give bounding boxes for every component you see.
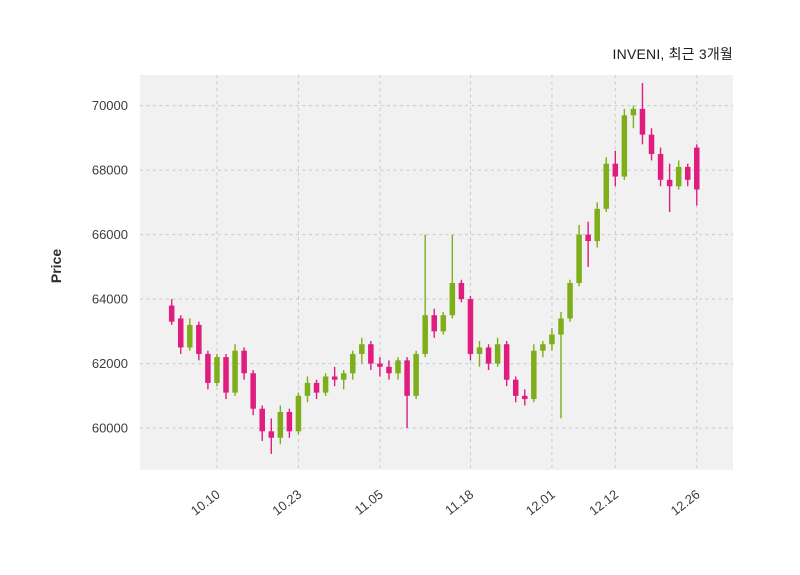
- candle-body: [232, 350, 238, 393]
- y-tick-label: 60000: [92, 421, 128, 436]
- candle-body: [657, 154, 664, 180]
- candle-body: [648, 134, 655, 154]
- candle-body: [404, 360, 410, 396]
- y-tick-label: 64000: [92, 292, 128, 307]
- candle-body: [458, 282, 465, 300]
- candle-body: [422, 315, 428, 354]
- candle-body: [168, 305, 175, 322]
- candle-body: [540, 344, 546, 351]
- candle-body: [331, 376, 338, 380]
- candle-body: [295, 395, 302, 432]
- candle-body: [431, 315, 437, 332]
- candle-body: [340, 373, 347, 380]
- gridlines: [140, 75, 733, 470]
- candle-body: [694, 147, 700, 190]
- x-tick-label: 10.10: [188, 487, 223, 519]
- candle-body: [205, 353, 211, 383]
- x-axis-tick-labels: 10.10 10.23 11.05 11.18 12.01 12.12 12.26: [188, 487, 703, 519]
- candle-body: [313, 382, 320, 393]
- candle-body: [177, 318, 184, 348]
- candle-body: [467, 299, 474, 354]
- candle-body: [675, 166, 682, 187]
- candle-body: [440, 315, 447, 332]
- y-tick-label: 68000: [92, 163, 128, 178]
- candle-body: [522, 395, 528, 400]
- x-tick-label: 12.26: [668, 487, 703, 519]
- candle-body: [350, 353, 356, 374]
- y-axis-tick-labels: 60000 62000 64000 66000 68000 70000: [92, 98, 128, 435]
- candle-body: [503, 344, 510, 380]
- candle-body: [621, 115, 628, 177]
- candle-body: [259, 408, 265, 432]
- candle-body: [250, 373, 256, 409]
- candle-body: [585, 234, 591, 242]
- candle-body: [395, 360, 401, 374]
- candle-body: [196, 324, 202, 354]
- y-tick-label: 70000: [92, 98, 128, 113]
- candle-body: [549, 334, 555, 345]
- x-tick-label: 12.01: [523, 487, 558, 519]
- candle-body: [630, 108, 637, 116]
- chart-title: INVENI, 최근 3개월: [612, 46, 733, 62]
- candle-body: [684, 166, 691, 180]
- x-tick-label: 10.23: [269, 487, 304, 519]
- plot-area: [140, 75, 733, 470]
- candle-body: [576, 234, 582, 283]
- x-tick-label: 11.18: [442, 487, 476, 518]
- candle-body: [476, 347, 483, 354]
- candle-body: [639, 108, 646, 135]
- candle-body: [322, 376, 329, 393]
- candle-body: [485, 347, 492, 364]
- candle-body: [494, 344, 501, 364]
- candle-body: [512, 379, 519, 396]
- candle-body: [612, 163, 619, 177]
- x-tick-label: 11.05: [352, 487, 386, 518]
- candle-body: [277, 411, 284, 438]
- candle-body: [268, 431, 275, 438]
- candle-body: [214, 357, 220, 383]
- candle-body: [558, 318, 564, 335]
- candle-body: [304, 382, 311, 396]
- candle-body: [594, 208, 600, 242]
- candle-body: [413, 353, 419, 396]
- y-tick-label: 66000: [92, 227, 128, 242]
- y-tick-label: 62000: [92, 356, 128, 371]
- candle-body: [359, 344, 365, 354]
- candle-body: [567, 282, 573, 319]
- candle-body: [377, 363, 383, 367]
- candle-body: [286, 411, 293, 432]
- candle-body: [449, 282, 456, 316]
- candle-body: [223, 357, 229, 393]
- candle-body: [531, 350, 537, 400]
- candle-body: [368, 344, 374, 364]
- candle-body: [603, 163, 610, 209]
- candle-body: [241, 350, 247, 374]
- candle-body: [386, 366, 392, 374]
- x-tick-label: 12.12: [586, 487, 621, 519]
- candle-body: [666, 179, 673, 187]
- candle-body: [187, 324, 193, 348]
- y-axis-label: Price: [48, 248, 64, 284]
- candles: [168, 83, 700, 454]
